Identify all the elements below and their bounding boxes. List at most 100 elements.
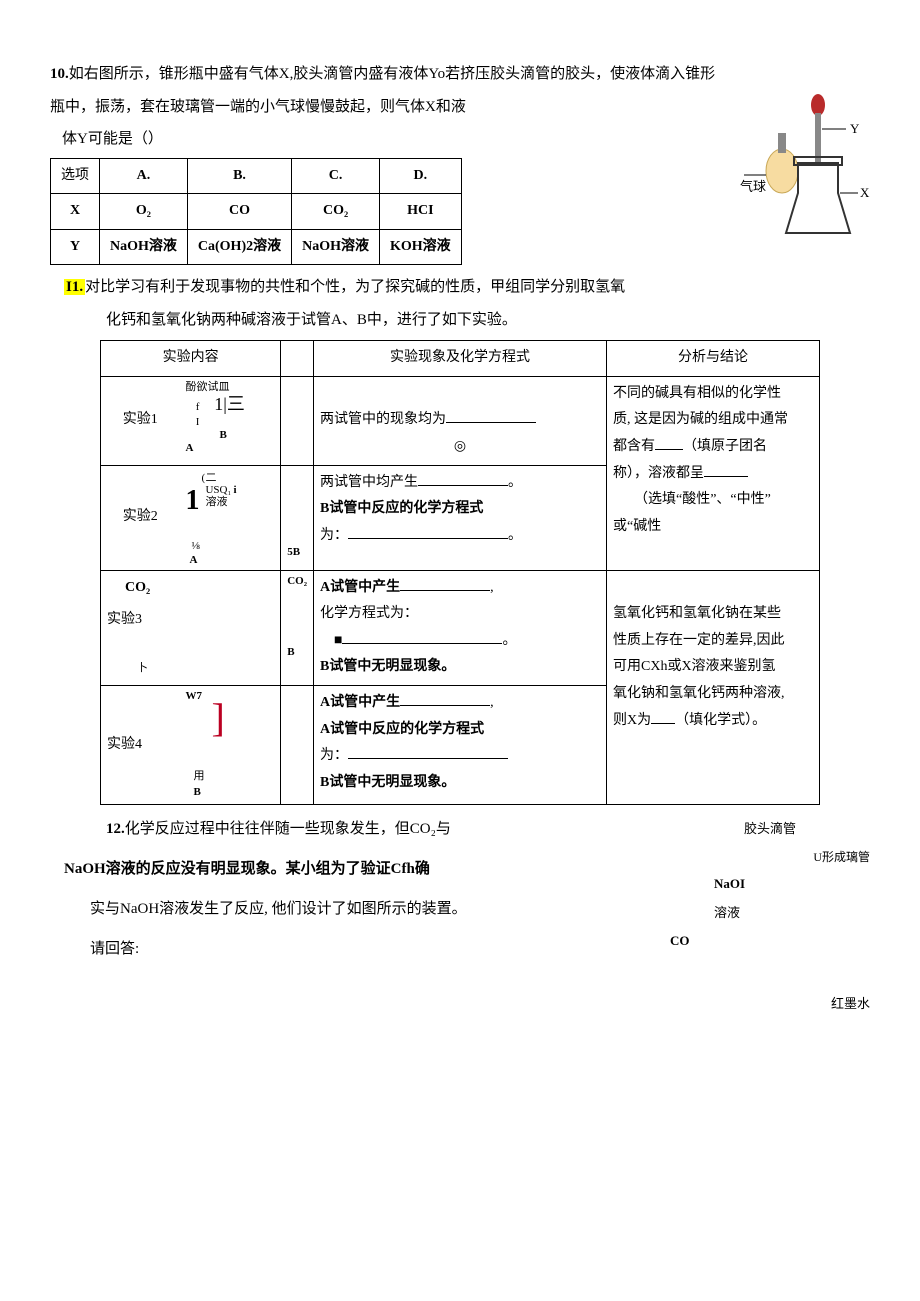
table-row: Y NaOH溶液 Ca(OH)2溶液 NaOH溶液 KOH溶液 bbox=[51, 229, 462, 265]
flask-diagram-icon: Y 气球 X bbox=[740, 93, 870, 243]
cell: Ca(OH)2溶液 bbox=[187, 229, 291, 265]
q10-number: 10. bbox=[50, 66, 69, 82]
cell bbox=[179, 570, 280, 685]
label-naoi: NaOI bbox=[670, 870, 870, 899]
phen-text: A试管中产生 bbox=[320, 580, 400, 595]
label-dropper: 胶头滴管 bbox=[670, 815, 870, 844]
q10-table: 选项 A. B. C. D. X O₂ CO CO₂ HCI Y NaOH溶液 … bbox=[50, 158, 462, 266]
conc-text: （填化学式）。 bbox=[675, 713, 766, 728]
q12-l2: NaOH溶液的反应没有明显现象。某小组为了验证Cfh确 bbox=[64, 861, 430, 877]
question-12: 12.化学反应过程中往往伴随一些现象发生，但CO₂与 NaOH溶液的反应没有明显… bbox=[50, 811, 870, 1018]
exp-label: 实验2 bbox=[107, 504, 173, 531]
cell: W7 ] 用 B bbox=[179, 686, 280, 805]
conc-text: 都含有 bbox=[613, 439, 655, 454]
diagram-text: f bbox=[185, 401, 199, 414]
diagram-text: 酚欲试皿 bbox=[185, 381, 229, 393]
cell: 不同的碱具有相似的化学性 质, 这是因为碱的组成中通常 都含有（填原子团名 称）… bbox=[607, 376, 820, 570]
q12-l4: 请回答: bbox=[50, 931, 670, 967]
q12-l1: 化学反应过程中往往伴随一些现象发生，但CO₂与 bbox=[125, 821, 451, 837]
svg-text:Y: Y bbox=[850, 121, 860, 136]
cell: 5B bbox=[281, 465, 314, 570]
diagram-text: B bbox=[287, 646, 307, 659]
diagram-text: i bbox=[233, 484, 236, 497]
q12-number: 12. bbox=[106, 821, 125, 837]
conc-text: 性质上存在一定的差异,因此 bbox=[613, 633, 785, 648]
cell: C. bbox=[292, 158, 380, 194]
cell: 实验2 bbox=[101, 465, 180, 570]
cell: 酚欲试皿 f 1|三 I B A bbox=[179, 376, 280, 465]
conc-text: 不同的碱具有相似的化学性 bbox=[613, 386, 781, 401]
cell: 实验4 bbox=[101, 686, 180, 805]
conc-text: 称），溶液都呈 bbox=[613, 466, 704, 481]
diagram-text: CO₂ bbox=[125, 575, 173, 602]
phen-text: B试管中无明显现象。 bbox=[320, 775, 455, 790]
phen-text: 为： bbox=[320, 748, 348, 763]
cell: D. bbox=[380, 158, 462, 194]
diagram-text: 溶液 bbox=[205, 496, 227, 509]
cell: KOH溶液 bbox=[380, 229, 462, 265]
fill-blank bbox=[651, 709, 675, 724]
conc-text: 氢氧化钙和氢氧化钠在某些 bbox=[613, 606, 781, 621]
fill-blank bbox=[655, 435, 683, 450]
cell bbox=[281, 686, 314, 805]
table-row: 实验1 酚欲试皿 f 1|三 I B A 两试管中的现象均为 ◎ 不同的碱具有相 bbox=[101, 376, 820, 465]
phen-text: A试管中反应的化学方程式 bbox=[320, 722, 484, 737]
diagram-text: CO₂ bbox=[287, 575, 307, 588]
cell: CO₂ B bbox=[281, 570, 314, 685]
phen-text: A试管中产生 bbox=[320, 695, 400, 710]
cell: 选项 bbox=[51, 158, 100, 194]
fill-blank bbox=[446, 408, 536, 423]
table-row: 选项 A. B. C. D. bbox=[51, 158, 462, 194]
phen-text: 两试管中的现象均为 bbox=[320, 412, 446, 427]
phen-text: 化学方程式为： bbox=[320, 606, 418, 621]
cell: NaOH溶液 bbox=[292, 229, 380, 265]
diagram-text: 1 bbox=[185, 484, 199, 518]
fill-blank bbox=[400, 691, 490, 706]
diagram-text: B bbox=[193, 786, 200, 799]
conc-text: （选填“酸性”、“中性” bbox=[634, 492, 771, 507]
q10-line2: 瓶中，振荡，套在玻璃管一端的小气球慢慢鼓起，则气体X和液 bbox=[50, 93, 728, 122]
fill-blank bbox=[348, 524, 508, 539]
cell: B. bbox=[187, 158, 291, 194]
cell: Y bbox=[51, 229, 100, 265]
svg-text:气球: 气球 bbox=[740, 179, 766, 194]
table-row: 实验内容 实验现象及化学方程式 分析与结论 bbox=[101, 341, 820, 377]
exp-label: 实验3 bbox=[107, 607, 173, 634]
q10-line3: 体Y可能是（） bbox=[50, 125, 728, 154]
conc-text: 氧化钠和氢氧化钙两种溶液, bbox=[613, 686, 785, 701]
cell: 1 ( 二 USQ₁ 溶液 i ⅛ A bbox=[179, 465, 280, 570]
cell: 分析与结论 bbox=[607, 341, 820, 377]
cell bbox=[281, 341, 314, 377]
cell: 实验1 bbox=[101, 376, 180, 465]
fill-blank bbox=[418, 471, 508, 486]
phen-text: 为： bbox=[320, 528, 348, 543]
conc-text: 则X为 bbox=[613, 713, 651, 728]
label-co: CO bbox=[670, 927, 870, 956]
phen-text: B试管中无明显现象。 bbox=[320, 659, 455, 674]
q12-diagram-labels: 胶头滴管 U形成璃管 NaOI 溶液 CO 红墨水 bbox=[670, 811, 870, 1018]
q11-intro2: 化钙和氢氧化钠两种碱溶液于试管A、B中，进行了如下实验。 bbox=[50, 306, 870, 335]
svg-text:X: X bbox=[860, 185, 870, 200]
q11-table: 实验内容 实验现象及化学方程式 分析与结论 实验1 酚欲试皿 f 1|三 I B… bbox=[100, 340, 820, 805]
cell: X bbox=[51, 194, 100, 230]
diagram-text: ⅛ bbox=[191, 540, 199, 553]
cell: 氢氧化钙和氢氧化钠在某些 性质上存在一定的差异,因此 可用CXh或X溶液来鉴别氢… bbox=[607, 570, 820, 804]
table-row: CO₂ 实验3 卜 CO₂ B A试管中产生, 化学方程式为： ■。 B试管中无… bbox=[101, 570, 820, 685]
fill-blank bbox=[704, 462, 748, 477]
q11-number: I1. bbox=[64, 279, 85, 295]
cell: CO₂ bbox=[292, 194, 380, 230]
cell: NaOH溶液 bbox=[100, 229, 188, 265]
conc-text: 可用CXh或X溶液来鉴别氢 bbox=[613, 659, 776, 674]
cell: 两试管中均产生。 B试管中反应的化学方程式 为：。 bbox=[314, 465, 607, 570]
q11-intro1: 对比学习有利于发现事物的共性和个性，为了探究碱的性质，甲组同学分别取氢氧 bbox=[85, 279, 625, 295]
cell: CO₂ 实验3 卜 bbox=[101, 570, 180, 685]
phen-text: 两试管中均产生 bbox=[320, 475, 418, 490]
table-row: X O₂ CO CO₂ HCI bbox=[51, 194, 462, 230]
diagram-text: B bbox=[219, 429, 226, 442]
label-soln: 溶液 bbox=[670, 899, 870, 928]
cell: A. bbox=[100, 158, 188, 194]
diagram-text: I bbox=[185, 416, 199, 429]
cell: 两试管中的现象均为 ◎ bbox=[314, 376, 607, 465]
label-utube: U形成璃管 bbox=[670, 844, 870, 870]
cell: HCI bbox=[380, 194, 462, 230]
